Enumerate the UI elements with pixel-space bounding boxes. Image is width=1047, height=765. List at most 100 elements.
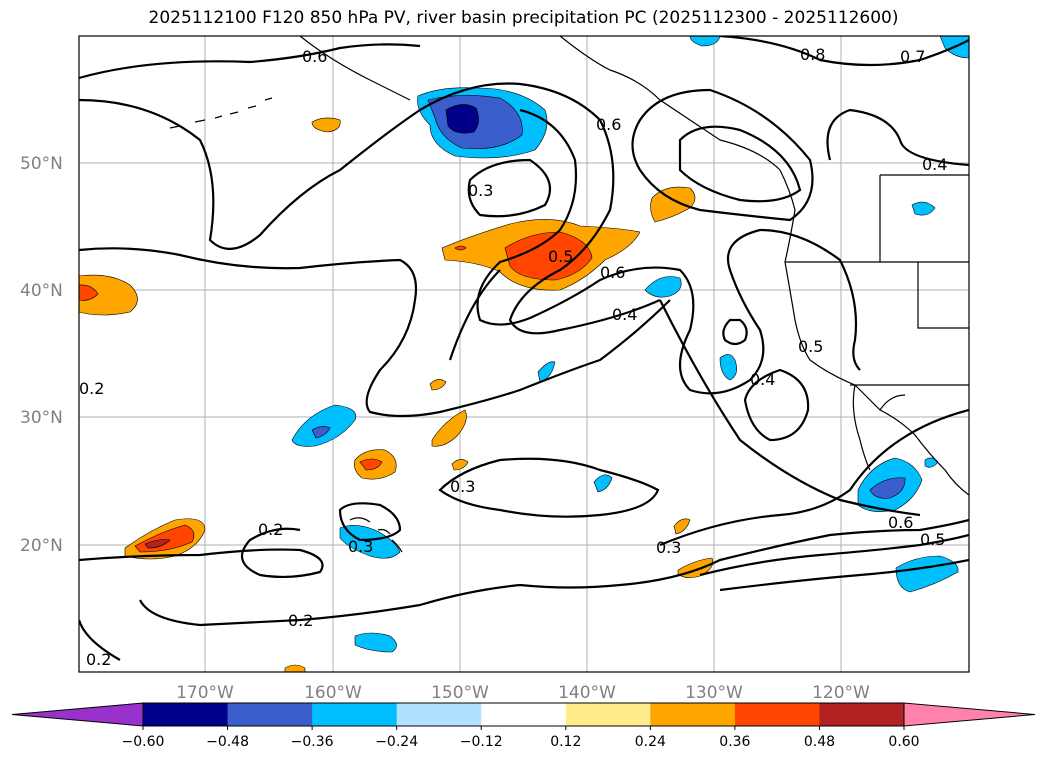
contour-0.8-north [719,36,969,67]
blob-central-red [504,231,593,281]
blob-small-blue-34n [719,354,737,381]
colorbar-tick-label: 0.60 [888,734,919,750]
colorbar-tick-label: −0.36 [291,734,334,750]
contour-labels: 0.6 0.8 0.7 0.4 0.6 0.3 0.5 0.6 0.4 0.4 … [79,45,947,669]
lat-label-50n: 50°N [20,154,63,174]
contour-label: 0.4 [922,155,947,174]
contour-0.5-inner [448,269,501,361]
contour-0.6-north [79,43,421,80]
contour-0.2-west [79,527,324,579]
contour-label: 0.6 [600,263,625,282]
contour-0.5-main [79,82,661,335]
colorbar-segment [143,703,229,726]
contour-0.7-loop [631,88,814,222]
lon-label-170w: 170°W [176,683,234,703]
colorbar-tick-label: 0.36 [719,734,750,750]
blob-orange-29n [431,409,467,447]
contour-label: 0.6 [888,513,913,532]
contour-0.6-southeast [719,558,969,592]
contour-label: 0.5 [548,247,573,266]
coastline-baja [852,384,871,471]
contour-0.3-loop-south [438,457,660,518]
contour-0.4-northeast [826,108,969,167]
precipitation-shading [79,36,969,672]
contour-label: 0.6 [302,47,327,66]
blob-darkred-20n [144,539,171,549]
lat-label-30n: 30°N [20,408,63,428]
lon-label-120w: 120°W [812,683,870,703]
blob-top-blue [689,36,721,47]
colorbar-segment [650,703,736,726]
blob-tiny-red [454,245,467,251]
colorbar-segment [312,703,398,726]
lat-label-20n: 20°N [20,536,63,556]
blob-small-blue-24n [593,474,613,493]
colorbar-extend-low [11,702,144,727]
colorbar-segment [565,703,651,726]
contour-label: 0.3 [348,537,373,556]
contour-label: 0.3 [656,538,681,557]
colorbar-extend-high [903,702,1036,727]
lon-label-140w: 140°W [558,683,616,703]
blob-red-25n [359,458,383,471]
contour-label: 0.2 [288,611,313,630]
contour-label: 0.3 [468,181,493,200]
contour-0.2-southwest [79,619,121,661]
contour-0.4-west [79,247,671,418]
colorbar-tick-label: 0.48 [804,734,835,750]
coastline-alaska-peninsula [299,36,411,101]
contour-label: 0.3 [450,477,475,496]
colorbar-tick-label: −0.24 [375,734,418,750]
blob-small-orange-north [311,117,341,133]
contour-0.3-hawaii-loop [338,502,402,542]
contour-label: 0.6 [596,115,621,134]
contour-label: 0.4 [612,305,637,324]
longitude-labels: 170°W 160°W 150°W 140°W 130°W 120°W [176,683,870,703]
blob-west-red [79,284,99,301]
blob-gulf-alaska-dark-blue [445,104,479,134]
colorbar-tick-label: 0.12 [550,734,581,750]
coastline-aleutians [169,97,273,129]
lon-label-160w: 160°W [304,683,362,703]
contour-0.3-loop [467,158,552,218]
coastline-gulf-california [879,394,906,411]
contour-0.4-loop [743,368,810,442]
lon-label-150w: 150°W [431,683,489,703]
colorbar-segment [396,703,482,726]
colorbar-segment [819,703,905,726]
colorbar-tick-label: −0.12 [460,734,503,750]
blob-baja-blue [869,477,906,499]
lon-label-130w: 130°W [685,683,743,703]
contour-label: 0.5 [920,530,945,549]
colorbar-tick-label: −0.48 [206,734,249,750]
contour-label: 0.4 [750,370,775,389]
blob-tiny-blue-northwest-us [911,201,936,216]
blob-hawaii-blue [339,525,401,559]
map-title: 2025112100 F120 850 hPa PV, river basin … [148,8,899,28]
blob-tiny-orange-25n [451,459,469,471]
colorbar: −0.60 −0.48 −0.36 −0.24 −0.12 0.12 0.24 0.36 0.4… [11,702,1036,750]
colorbar-segment [734,703,820,726]
border-states [879,175,969,329]
coastline-hawaii [349,517,403,553]
blob-light-blue-29n [291,404,357,447]
coastline-north-america [559,36,969,496]
colorbar-segment [227,703,313,726]
blob-tiny-orange-21n [673,518,691,535]
map-frame [78,35,970,673]
colorbar-tick-label: −0.60 [122,734,165,750]
contour-0.8-inner-loop [678,125,802,203]
blob-blue-29n [311,426,331,439]
latitude-labels: 50°N 40°N 30°N 20°N [20,154,63,556]
colorbar-outline [142,702,905,727]
pv-contours [79,36,969,661]
gridlines [79,36,969,672]
blob-bottom-orange [284,664,306,672]
contour-label: 0.7 [900,47,925,66]
blob-small-blue-40n [644,276,682,298]
blob-west-orange [79,274,138,316]
contour-0.5-southeast [699,533,969,577]
contour-label: 0.5 [798,337,823,356]
contour-0.4-east [659,299,921,517]
